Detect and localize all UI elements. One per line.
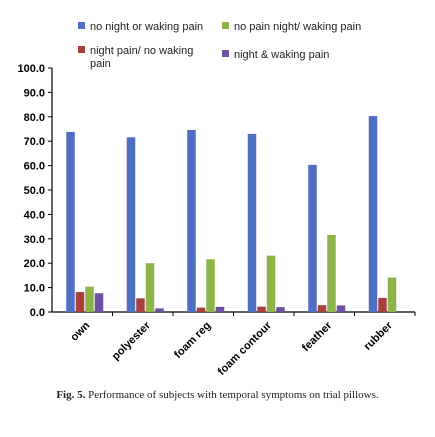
bar-foam-reg-series-3	[215, 306, 225, 312]
bar-own-series-0	[66, 131, 75, 312]
legend-label: no night or waking pain	[90, 21, 203, 33]
bar-rubber-series-0	[368, 116, 378, 313]
bar-feather-series-1	[317, 305, 327, 312]
bar-polyester-series-1	[136, 298, 145, 312]
figure-caption-text: Performance of subjects with temporal sy…	[85, 389, 379, 401]
bar-own-series-3	[94, 293, 104, 312]
y-tick-label: 10.0	[24, 283, 45, 295]
legend-swatch	[222, 22, 229, 29]
x-category-label: own	[68, 319, 92, 343]
bar-foam-reg-series-2	[206, 259, 215, 312]
y-tick-label: 40.0	[24, 209, 45, 221]
legend-label: night & waking pain	[234, 49, 329, 61]
legend-swatch	[78, 46, 85, 53]
bar-feather-series-3	[336, 305, 346, 312]
bar-polyester-series-3	[155, 308, 164, 312]
x-category-label: rubber	[362, 319, 396, 353]
bar-foam-contour-series-0	[247, 133, 257, 312]
y-tick-label: 0.0	[30, 307, 45, 319]
figure-caption-label: Fig. 5.	[56, 389, 86, 401]
bar-foam-contour-series-2	[266, 255, 276, 312]
bar-foam-contour-series-1	[257, 306, 266, 312]
legend-swatch	[78, 22, 85, 29]
bar-foam-reg-series-1	[196, 307, 206, 312]
bar-polyester-series-0	[126, 137, 136, 312]
legend-label: no pain night/ waking pain	[234, 21, 361, 33]
figure-caption: Fig. 5. Performance of subjects with tem…	[0, 389, 435, 401]
y-tick-label: 50.0	[24, 185, 45, 197]
y-tick-label: 80.0	[24, 112, 45, 124]
bar-rubber-series-2	[387, 277, 397, 312]
bar-own-series-2	[85, 286, 94, 312]
bar-foam-reg-series-0	[187, 129, 196, 312]
x-category-label: foam contour	[216, 319, 275, 378]
x-category-label: foam reg	[172, 320, 213, 361]
legend-swatch	[222, 50, 229, 57]
bar-feather-series-2	[327, 234, 336, 312]
bar-polyester-series-2	[145, 263, 155, 312]
chart-axes	[48, 67, 416, 316]
legend: no night or waking pain night pain/ no wa…	[78, 21, 361, 70]
x-category-label: feather	[300, 319, 335, 354]
bar-own-series-1	[75, 291, 85, 312]
bar-foam-contour-series-3	[276, 307, 285, 312]
x-category-label: polyester	[110, 319, 154, 363]
y-tick-label: 60.0	[24, 161, 45, 173]
bar-rubber-series-1	[378, 297, 387, 312]
bar-chart: no night or waking pain night pain/ no wa…	[17, 21, 416, 378]
y-tick-label: 100.0	[17, 63, 45, 75]
legend-label: night pain/ no waking pain	[90, 45, 193, 70]
bar-feather-series-0	[308, 164, 317, 312]
y-tick-label: 70.0	[24, 136, 45, 148]
y-tick-label: 30.0	[24, 234, 45, 246]
y-tick-label: 20.0	[24, 258, 45, 270]
chart-bars	[66, 116, 397, 313]
y-tick-label: 90.0	[24, 87, 45, 99]
